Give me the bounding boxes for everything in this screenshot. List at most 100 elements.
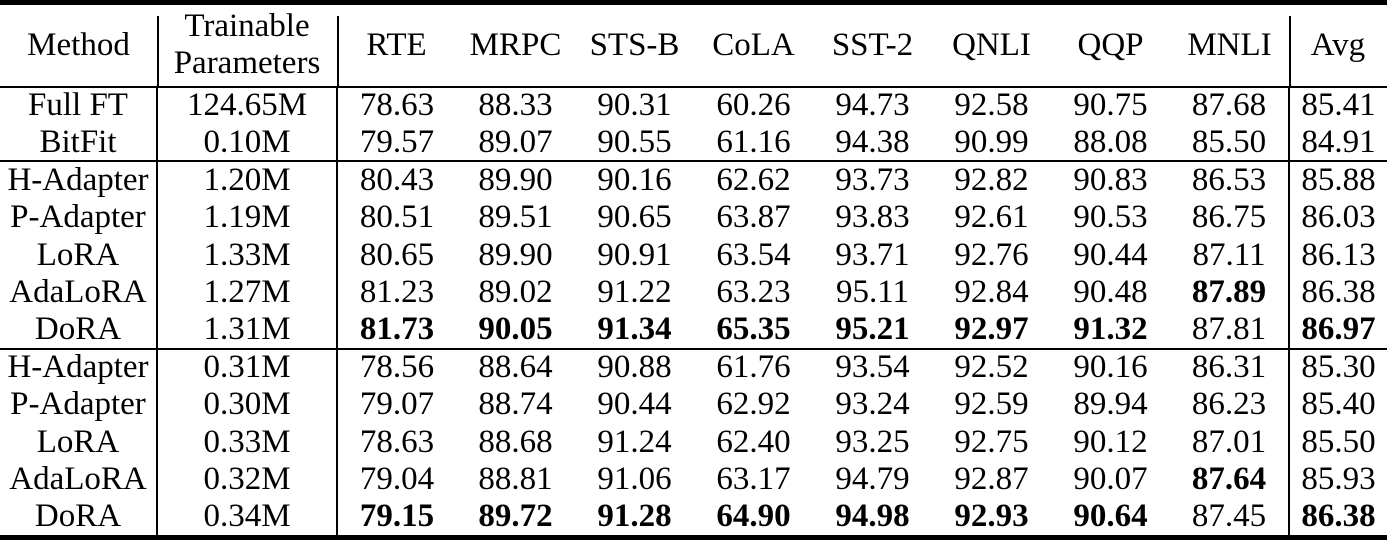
params-cell: 124.65M — [156, 86, 337, 124]
score-cell: 90.31 — [597, 87, 672, 124]
score-cell: 90.48 — [1073, 274, 1148, 310]
table-row: P-Adapter 0.30M 79.07 88.74 90.44 62.92 93.24 9… — [0, 386, 1387, 424]
method-cell: BitFit — [39, 123, 117, 160]
method-cell: AdaLoRA — [9, 274, 147, 310]
score-cell: 87.45 — [1191, 498, 1267, 535]
score-cell: 94.38 — [835, 123, 910, 160]
avg-cell: 84.91 — [1288, 123, 1387, 162]
score-cell: 92.52 — [932, 347, 1051, 387]
column-header-mnli: MNLI — [1170, 2, 1289, 88]
method-cell: LoRA — [36, 423, 120, 460]
score-cell: 91.32 — [1073, 311, 1148, 347]
score-cell: 88.64 — [456, 347, 575, 387]
score-cell: 64.90 — [716, 498, 791, 535]
score-cell: 78.56 — [336, 347, 456, 387]
avg-cell: 85.88 — [1288, 160, 1387, 199]
method-cell: P-Adapter — [10, 386, 146, 423]
score-cell: 90.65 — [597, 199, 672, 236]
score-cell: 93.73 — [813, 160, 932, 199]
score-cell: 93.83 — [835, 199, 910, 236]
score-cell: 90.64 — [1073, 498, 1148, 535]
score-cell: 94.73 — [835, 87, 910, 124]
score-cell: 62.62 — [694, 160, 813, 199]
score-cell: 93.71 — [835, 236, 910, 273]
method-cell: H-Adapter — [0, 160, 157, 199]
score-cell: 63.23 — [716, 274, 791, 310]
score-cell: 87.89 — [1191, 274, 1267, 310]
params-cell: 0.34M — [156, 498, 337, 538]
score-cell: 93.24 — [835, 386, 910, 423]
score-cell: 90.83 — [1051, 160, 1170, 199]
score-cell: 90.16 — [575, 160, 694, 199]
score-cell: 91.28 — [597, 498, 672, 535]
score-cell: 90.44 — [1073, 236, 1148, 273]
params-cell: 0.30M — [156, 386, 337, 424]
column-header-stsb: STS-B — [575, 2, 694, 88]
column-header-trainable-parameters: Trainable Parameters — [157, 2, 337, 88]
params-cell: 1.19M — [156, 198, 337, 237]
params-cell: 0.33M — [156, 423, 337, 462]
method-cell: DoRA — [34, 498, 122, 535]
score-cell: 92.87 — [954, 461, 1029, 498]
params-cell: 1.27M — [156, 273, 337, 312]
score-cell: 95.21 — [835, 311, 910, 347]
table-row: H-Adapter 1.20M 80.43 89.90 90.16 62.62 93.73 9… — [0, 160, 1387, 199]
score-cell: 80.65 — [336, 236, 456, 274]
avg-cell: 86.13 — [1288, 236, 1387, 274]
avg-cell: 85.41 — [1288, 86, 1387, 124]
column-header-avg: Avg — [1289, 2, 1387, 88]
score-cell: 88.81 — [478, 461, 553, 498]
score-cell: 87.64 — [1191, 461, 1267, 498]
score-cell: 79.57 — [336, 123, 456, 162]
score-cell: 89.90 — [478, 236, 553, 273]
score-cell: 90.07 — [1073, 461, 1148, 498]
score-cell: 90.16 — [1051, 347, 1170, 387]
avg-cell: 85.30 — [1288, 347, 1387, 387]
score-cell: 78.63 — [336, 423, 456, 462]
score-cell: 87.11 — [1192, 236, 1266, 273]
score-cell: 89.94 — [1073, 386, 1148, 423]
score-cell: 86.31 — [1170, 347, 1289, 387]
score-cell: 62.92 — [716, 386, 791, 423]
method-cell: Full FT — [28, 87, 128, 124]
score-cell: 90.12 — [1073, 423, 1148, 460]
score-cell: 94.79 — [835, 461, 910, 498]
table-row: DoRA 0.34M 79.15 89.72 91.28 64.90 94.98 92.93 9… — [0, 498, 1387, 538]
score-cell: 80.43 — [336, 160, 456, 199]
table-row: LoRA 0.33M 78.63 88.68 91.24 62.40 93.25 92.75 9… — [0, 423, 1387, 462]
score-cell: 61.16 — [716, 123, 791, 160]
score-cell: 92.82 — [932, 160, 1051, 199]
table-row: AdaLoRA 0.32M 79.04 88.81 91.06 63.17 94.79 92.… — [0, 461, 1387, 499]
score-cell: 92.61 — [954, 199, 1029, 236]
score-cell: 92.58 — [954, 87, 1029, 124]
score-cell: 92.75 — [954, 423, 1029, 460]
score-cell: 91.24 — [597, 423, 672, 460]
column-header-cola: CoLA — [694, 2, 813, 88]
table-row: Full FT 124.65M 78.63 88.33 90.31 60.26 94.73 9… — [0, 86, 1387, 124]
score-cell: 79.07 — [336, 386, 456, 424]
score-cell: 90.75 — [1073, 87, 1148, 124]
score-cell: 63.87 — [716, 199, 791, 236]
avg-cell: 86.38 — [1288, 273, 1387, 312]
score-cell: 89.07 — [478, 123, 553, 160]
score-cell: 63.54 — [716, 236, 791, 273]
params-cell: 0.32M — [156, 461, 337, 499]
avg-cell: 86.03 — [1288, 198, 1387, 237]
column-header-rte: RTE — [337, 2, 456, 88]
score-cell: 92.97 — [954, 311, 1029, 347]
score-cell: 80.51 — [336, 198, 456, 237]
table-row: BitFit 0.10M 79.57 89.07 90.55 61.16 94.38 90.9… — [0, 123, 1387, 162]
score-cell: 92.59 — [954, 386, 1029, 423]
score-cell: 88.08 — [1073, 123, 1148, 160]
avg-cell: 85.93 — [1288, 461, 1387, 499]
score-cell: 92.76 — [954, 236, 1029, 273]
score-cell: 90.44 — [597, 386, 672, 423]
header-row: Method Trainable Parameters RTE MRPC STS… — [0, 2, 1387, 88]
score-cell: 91.22 — [597, 274, 672, 310]
table-row: H-Adapter 0.31M 78.56 88.64 90.88 61.76 93.54 9… — [0, 347, 1387, 387]
method-cell: AdaLoRA — [9, 461, 147, 498]
score-cell: 87.81 — [1191, 311, 1267, 347]
score-cell: 89.51 — [478, 199, 553, 236]
score-cell: 78.63 — [336, 86, 456, 124]
